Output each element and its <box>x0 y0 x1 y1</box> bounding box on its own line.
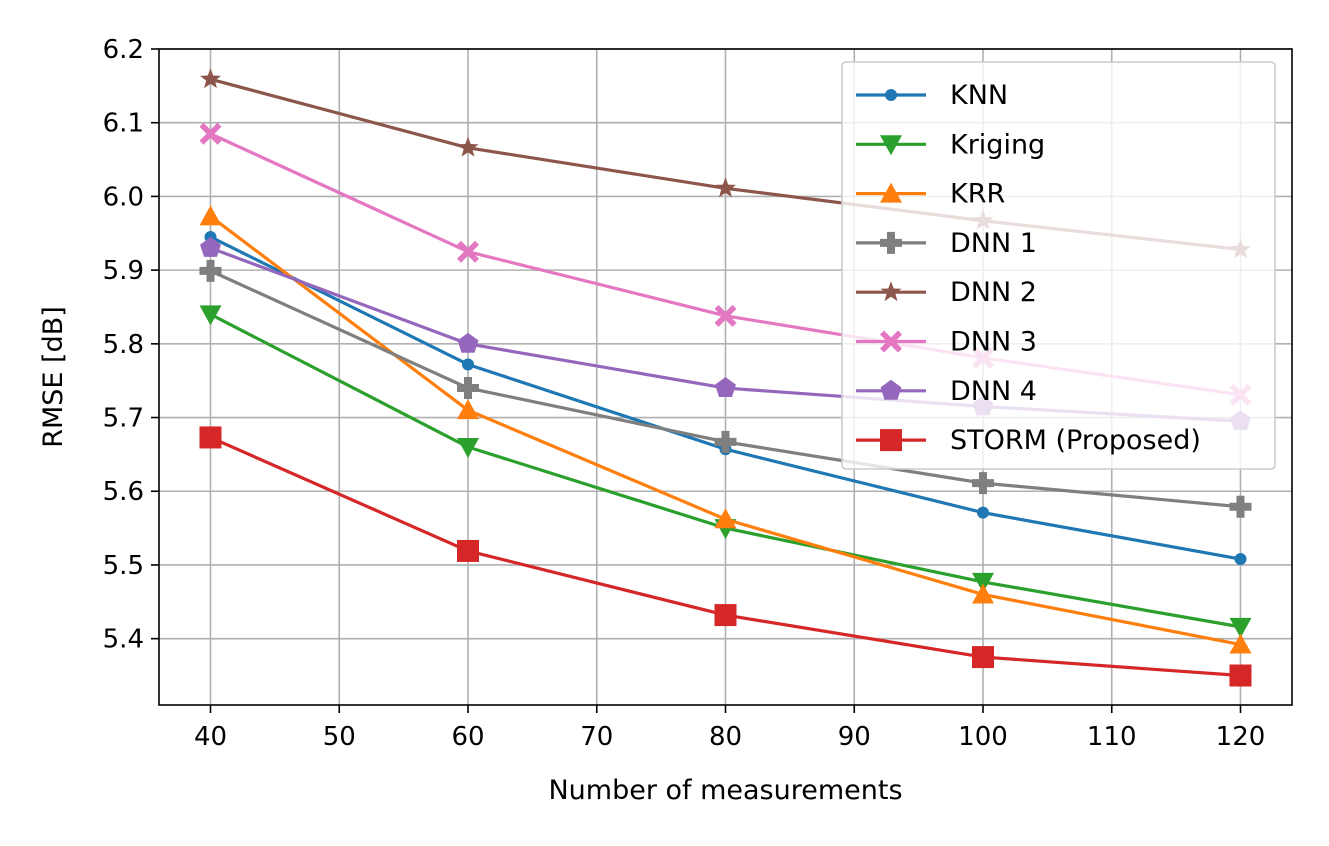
legend-marker-storm-proposed <box>880 429 902 452</box>
data-point-dnn-1 <box>714 430 737 453</box>
axis-ticks: 40 50 60 70 80 90 100 110 120 5.4 5.5 5.6 5.7 5.8 5.9 6… <box>103 35 1266 752</box>
legend-label-krr: KRR <box>950 179 1005 210</box>
y-tick-label: 5.5 <box>103 551 144 581</box>
data-point-dnn-2 <box>715 177 736 198</box>
legend-item-knn: KNN <box>856 80 1008 111</box>
data-point-kriging <box>1229 617 1252 638</box>
x-axis-label: Number of measurements <box>548 775 902 806</box>
data-point-kriging <box>972 572 994 593</box>
legend-label-knn: KNN <box>950 80 1008 111</box>
data-point-dnn-2 <box>457 136 479 157</box>
legend-item-dnn-2: DNN 2 <box>856 277 1037 308</box>
y-tick-label: 6.1 <box>103 109 144 139</box>
x-tick-label: 120 <box>1216 722 1266 752</box>
legend-item-storm-proposed: STORM (Proposed) <box>856 425 1201 456</box>
data-point-dnn-4 <box>200 237 221 257</box>
data-point-dnn-1 <box>199 259 222 282</box>
legend-marker-dnn-1 <box>880 231 902 254</box>
legend-marker-kriging <box>880 135 902 156</box>
data-point-krr <box>714 508 737 529</box>
data-point-knn <box>1234 553 1247 566</box>
legend-marker-dnn-4 <box>880 379 902 400</box>
data-point-dnn-1 <box>972 472 994 495</box>
y-tick-label: 5.8 <box>103 330 144 360</box>
series-dnn-1 <box>199 259 1252 518</box>
data-point-dnn-1 <box>457 377 479 400</box>
legend-marker-dnn-3 <box>880 330 902 353</box>
legend-label-dnn-4: DNN 4 <box>950 376 1037 407</box>
data-point-krr <box>1229 633 1252 654</box>
data-point-storm-proposed <box>1229 664 1252 687</box>
data-point-dnn-3 <box>457 240 479 263</box>
data-point-krr <box>199 205 222 226</box>
series-storm-proposed <box>199 426 1252 687</box>
legend-item-krr: KRR <box>856 179 1005 210</box>
data-point-krr <box>457 399 479 420</box>
x-tick-label: 40 <box>194 722 227 752</box>
legend-label-dnn-2: DNN 2 <box>950 277 1037 308</box>
x-tick-label: 50 <box>323 722 356 752</box>
x-tick-label: 110 <box>1087 722 1137 752</box>
data-point-knn <box>462 358 474 371</box>
y-tick-label: 5.9 <box>103 256 144 286</box>
legend-label-dnn-3: DNN 3 <box>950 327 1037 358</box>
data-point-dnn-2 <box>200 68 221 89</box>
data-point-krr <box>972 583 994 604</box>
data-point-dnn-1 <box>1229 495 1252 518</box>
data-point-storm-proposed <box>972 646 994 669</box>
legend-marker-dnn-2 <box>880 281 902 302</box>
data-point-dnn-4 <box>715 377 736 397</box>
legend-label-dnn-1: DNN 1 <box>950 228 1037 259</box>
legend-marker-knn <box>885 89 897 101</box>
legend-marker-krr <box>880 182 902 203</box>
x-tick-label: 100 <box>958 722 1008 752</box>
data-point-storm-proposed <box>714 604 737 627</box>
legend-box <box>841 61 1276 470</box>
data-point-storm-proposed <box>199 426 222 449</box>
x-tick-label: 60 <box>451 722 484 752</box>
legend-label-kriging: Kriging <box>950 129 1045 160</box>
legend-item-kriging: Kriging <box>856 129 1045 160</box>
data-point-storm-proposed <box>457 539 479 562</box>
legend-item-dnn-3: DNN 3 <box>856 327 1037 358</box>
y-tick-label: 6.2 <box>103 35 144 65</box>
legend: KNN Kriging KRR DNN 1 DNN 2 DNN 3 DNN 4 STORM (… <box>841 61 1276 470</box>
legend-item-dnn-1: DNN 1 <box>856 228 1037 259</box>
x-tick-label: 80 <box>709 722 742 752</box>
data-point-dnn-3 <box>714 304 737 327</box>
legend-label-storm-proposed: STORM (Proposed) <box>950 425 1201 456</box>
y-tick-label: 5.4 <box>103 625 144 655</box>
x-tick-label: 90 <box>838 722 871 752</box>
data-point-kriging <box>457 438 479 459</box>
x-tick-label: 70 <box>580 722 613 752</box>
data-point-kriging <box>199 305 222 326</box>
data-point-dnn-4 <box>457 332 479 353</box>
y-tick-label: 5.6 <box>103 477 144 507</box>
y-tick-label: 5.7 <box>103 404 144 434</box>
series-krr <box>199 205 1252 654</box>
y-axis-label: RMSE [dB] <box>38 306 69 448</box>
data-point-dnn-3 <box>199 122 222 145</box>
y-tick-label: 6.0 <box>103 182 144 212</box>
legend-item-dnn-4: DNN 4 <box>856 376 1037 407</box>
data-point-knn <box>977 506 989 519</box>
